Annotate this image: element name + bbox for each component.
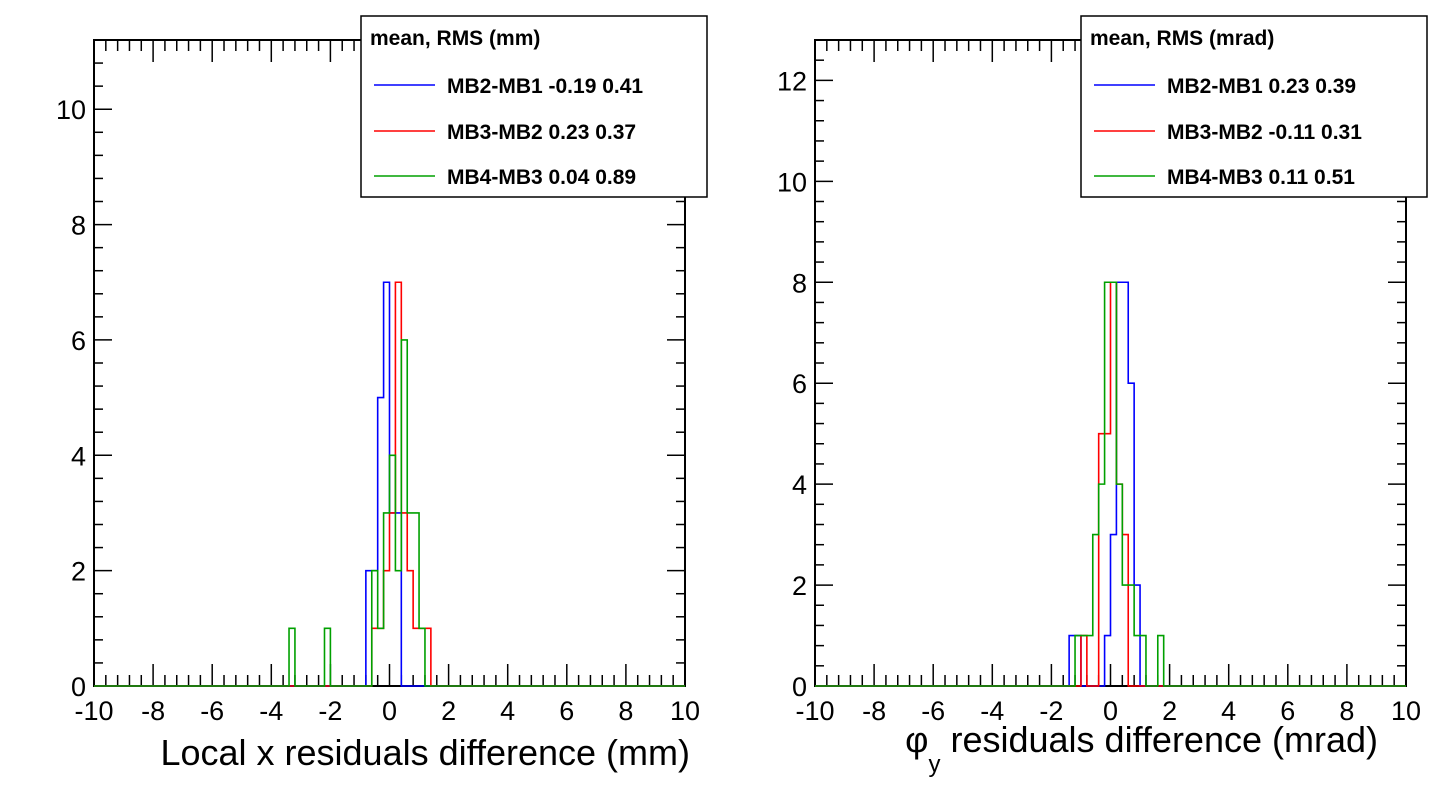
left-legend-entry-1: MB2-MB1 -0.19 0.41 xyxy=(447,75,643,98)
histogram-mb4-mb3 xyxy=(815,281,1406,687)
left-legend-box xyxy=(360,15,708,198)
y-tick-label: 2 xyxy=(71,557,86,587)
x-tick-label: -6 xyxy=(921,696,945,726)
y-tick-label: 2 xyxy=(792,571,807,601)
right-legend-header: mean, RMS (mrad) xyxy=(1090,27,1274,50)
x-tick-label: 10 xyxy=(670,696,700,726)
y-tick-label: 8 xyxy=(792,268,807,298)
x-tick-label: 8 xyxy=(1339,696,1354,726)
right-x-axis-title-rest: residuals difference (mrad) xyxy=(940,719,1378,760)
x-tick-label: 2 xyxy=(1162,696,1177,726)
left-x-tick-labels: -10 -8 -6 -4 -2 0 2 4 6 8 10 xyxy=(74,696,700,726)
x-tick-label: 0 xyxy=(1103,696,1118,726)
x-tick-label: -2 xyxy=(318,696,342,726)
x-tick-label: 8 xyxy=(618,696,633,726)
y-tick-label: 8 xyxy=(71,211,86,241)
right-x-axis-title: φy residuals difference (mrad) xyxy=(905,719,1378,778)
right-legend-entry-2: MB3-MB2 -0.11 0.31 xyxy=(1167,121,1362,144)
y-tick-label: 6 xyxy=(792,369,807,399)
right-legend-box xyxy=(1080,15,1428,198)
x-tick-label: 0 xyxy=(382,696,397,726)
y-tick-label: 10 xyxy=(56,95,86,125)
x-tick-label: -2 xyxy=(1039,696,1063,726)
y-tick-label: 10 xyxy=(777,167,807,197)
right-y-tick-labels: 0 2 4 6 8 10 12 xyxy=(777,66,807,702)
y-tick-label: 4 xyxy=(792,470,807,500)
x-tick-label: -8 xyxy=(862,696,886,726)
y-tick-label: 0 xyxy=(71,672,86,702)
x-tick-label: -6 xyxy=(200,696,224,726)
right-legend-entry-1: MB2-MB1 0.23 0.39 xyxy=(1167,75,1356,98)
y-tick-label: 0 xyxy=(792,672,807,702)
x-tick-label: -10 xyxy=(74,696,113,726)
right-histograms xyxy=(815,281,1406,687)
phi-subscript: y xyxy=(928,751,940,778)
x-tick-label: 10 xyxy=(1391,696,1421,726)
x-tick-label: -4 xyxy=(980,696,1004,726)
y-tick-label: 12 xyxy=(777,66,807,96)
x-tick-label: 6 xyxy=(1280,696,1295,726)
right-x-tick-labels: -10 -8 -6 -4 -2 0 2 4 6 8 10 xyxy=(795,696,1421,726)
x-tick-label: 4 xyxy=(1221,696,1236,726)
left-y-tick-labels: 0 2 4 6 8 10 xyxy=(56,95,86,702)
y-tick-label: 6 xyxy=(71,326,86,356)
left-legend-entry-3: MB4-MB3 0.04 0.89 xyxy=(447,166,636,189)
x-tick-label: 2 xyxy=(441,696,456,726)
x-tick-label: -4 xyxy=(259,696,283,726)
left-legend: mean, RMS (mm) MB2-MB1 -0.19 0.41 MB3-MB… xyxy=(360,15,708,198)
y-tick-label: 4 xyxy=(71,441,86,471)
x-tick-label: 6 xyxy=(559,696,574,726)
x-tick-label: -10 xyxy=(795,696,834,726)
left-legend-header: mean, RMS (mm) xyxy=(370,27,540,50)
left-panel: 0 2 4 6 8 10 -10 -8 -6 -4 -2 0 2 4 6 8 10 Local x resid… xyxy=(56,15,708,773)
left-x-axis-title: Local x residuals difference (mm) xyxy=(160,732,690,773)
right-panel: 0 2 4 6 8 10 12 -10 -8 -6 -4 -2 0 2 4 6 8 10 φy residual… xyxy=(777,15,1428,778)
right-legend-entry-3: MB4-MB3 0.11 0.51 xyxy=(1167,166,1355,189)
phi-symbol: φ xyxy=(905,719,928,760)
left-histograms xyxy=(94,281,685,687)
left-legend-entry-2: MB3-MB2 0.23 0.37 xyxy=(447,121,636,144)
histogram-mb4-mb3 xyxy=(94,339,685,687)
x-tick-label: 4 xyxy=(500,696,515,726)
right-legend: mean, RMS (mrad) MB2-MB1 0.23 0.39 MB3-M… xyxy=(1080,15,1428,198)
x-tick-label: -8 xyxy=(141,696,165,726)
